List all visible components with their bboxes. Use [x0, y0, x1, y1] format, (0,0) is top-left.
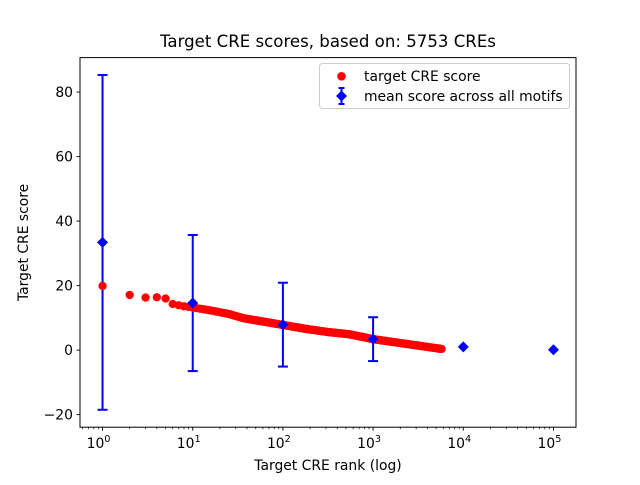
mean-diamonds-layer [97, 236, 559, 356]
y-axis-label: Target CRE score [16, 184, 32, 302]
x-tick-label: 104 [447, 434, 471, 452]
x-tick-label: 103 [357, 434, 381, 452]
target-score-point [141, 293, 150, 302]
target-score-point [98, 281, 107, 291]
chart-title: Target CRE scores, based on: 5753 CREs [159, 32, 496, 51]
mean-score-diamond [187, 297, 199, 309]
y-tick-label: 80 [55, 85, 73, 101]
x-tick-label: 102 [267, 434, 291, 452]
y-tick-label: 40 [55, 214, 73, 230]
legend-label-mean-score: mean score across all motifs [364, 89, 563, 105]
legend: target CRE score mean score across all m… [319, 63, 570, 109]
legend-label-target-cre-score: target CRE score [364, 69, 481, 85]
error-bars-layer [97, 74, 555, 411]
x-axis-label: Target CRE rank (log) [253, 458, 401, 474]
target-score-points-layer [98, 281, 446, 354]
legend-circle-marker-icon [337, 72, 346, 81]
mean-score-diamond [547, 344, 559, 356]
x-tick-label: 105 [538, 434, 562, 452]
y-tick-label: −20 [44, 408, 73, 424]
x-tick-label: 100 [87, 434, 111, 452]
y-tick-label: 0 [64, 343, 73, 359]
plot-border [79, 57, 577, 428]
y-tick-label: 20 [55, 279, 73, 295]
target-score-point [152, 293, 161, 302]
legend-errorbar-marker-icon [336, 87, 347, 105]
legend-box [319, 63, 570, 109]
target-score-point [437, 344, 446, 354]
mean-score-diamond [457, 341, 469, 353]
axis-ticks: 100 101 102 103 104 105 −20 0 20 40 60 80 [44, 85, 562, 452]
y-tick-label: 60 [55, 150, 73, 166]
target-score-point [161, 294, 170, 303]
x-tick-label: 101 [177, 434, 201, 452]
mean-score-diamond [97, 236, 109, 248]
target-score-point [125, 290, 134, 300]
plot-data [97, 74, 559, 411]
mean-score-diamond [277, 319, 289, 331]
mean-score-diamond [367, 333, 379, 345]
